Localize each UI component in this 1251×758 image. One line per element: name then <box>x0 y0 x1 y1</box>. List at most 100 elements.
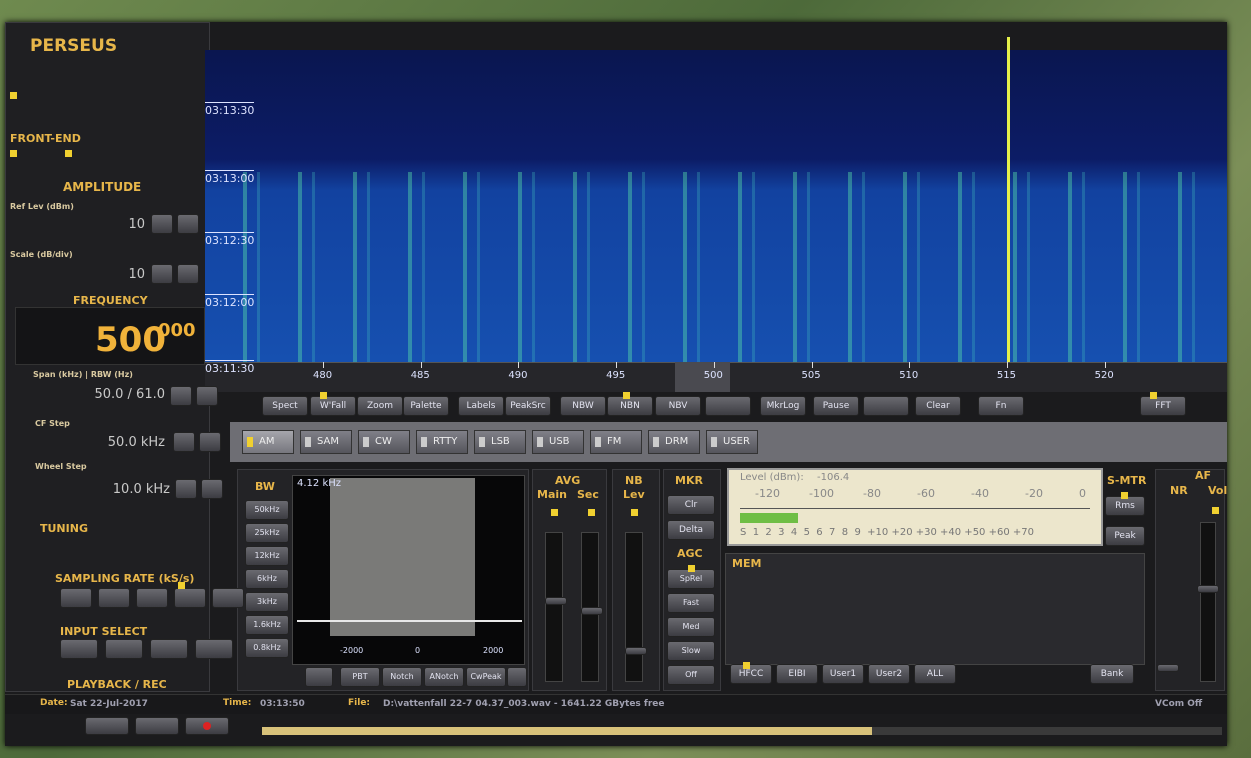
arrow-up-button[interactable] <box>199 432 221 452</box>
input-button[interactable] <box>195 639 233 659</box>
toolbar-button[interactable]: Fn <box>978 396 1024 416</box>
panel-title: MKR <box>675 474 703 487</box>
toolbar-button[interactable]: W'Fall <box>310 396 356 416</box>
waterfall-signals <box>205 172 1227 362</box>
frequency-label: 510 <box>899 370 918 381</box>
marker-button[interactable]: Clr <box>667 495 715 515</box>
filter-button[interactable]: ANotch <box>424 667 464 687</box>
toolbar-button[interactable]: Labels <box>458 396 504 416</box>
agc-button[interactable]: Off <box>667 665 715 685</box>
agc-button[interactable]: Slow <box>667 641 715 661</box>
mode-led <box>363 437 369 447</box>
time-label: 03:13:30 <box>205 102 254 117</box>
bw-button[interactable]: 50kHz <box>245 500 289 520</box>
memory-button[interactable]: EIBI <box>776 664 818 684</box>
progress-fill <box>262 727 872 735</box>
meter-label: Level (dBm): <box>740 472 804 483</box>
toolbar-button[interactable] <box>705 396 751 416</box>
toolbar-button[interactable]: Pause <box>813 396 859 416</box>
memory-button[interactable]: User2 <box>868 664 910 684</box>
input-button[interactable] <box>60 639 98 659</box>
rate-button[interactable] <box>212 588 244 608</box>
field-label: Span (kHz) | RBW (Hz) <box>33 370 133 379</box>
rate-button[interactable] <box>136 588 168 608</box>
panel-label: Lev <box>623 488 645 501</box>
arrow-up-button[interactable] <box>177 264 199 284</box>
slider-knob[interactable] <box>625 647 647 655</box>
filter-button[interactable]: PBT <box>340 667 380 687</box>
slider-knob[interactable] <box>1157 664 1179 672</box>
field-value: 10 <box>65 217 145 232</box>
agc-button[interactable]: Fast <box>667 593 715 613</box>
slider-knob[interactable] <box>545 597 567 605</box>
toolbar-button[interactable]: Clear <box>915 396 961 416</box>
arrow-down-button[interactable] <box>151 214 173 234</box>
toolbar-button[interactable]: NBW <box>560 396 606 416</box>
filter-button[interactable]: CwPeak <box>466 667 506 687</box>
transport-button[interactable] <box>135 717 179 735</box>
transport-button[interactable] <box>85 717 129 735</box>
smeter-button[interactable]: Rms <box>1105 496 1145 516</box>
level-bar <box>740 513 798 523</box>
input-button[interactable] <box>105 639 143 659</box>
nb-slider <box>625 532 643 682</box>
agc-button[interactable]: SpRel <box>667 569 715 589</box>
toolbar-button[interactable]: FFT <box>1140 396 1186 416</box>
section-title: PLAYBACK / REC <box>67 678 167 691</box>
filter-button[interactable]: Notch <box>382 667 422 687</box>
arrow-down-button[interactable] <box>170 386 192 406</box>
frequency-label: 495 <box>606 370 625 381</box>
field-label: Wheel Step <box>35 462 87 471</box>
status-label: Date: <box>40 698 68 708</box>
time-label: 03:12:00 <box>205 294 254 309</box>
toolbar-button[interactable]: MkrLog <box>760 396 806 416</box>
rate-button[interactable] <box>98 588 130 608</box>
filter-button[interactable] <box>305 667 333 687</box>
toolbar-button[interactable]: NBN <box>607 396 653 416</box>
arrow-down-button[interactable] <box>175 479 197 499</box>
toolbar-button[interactable]: Zoom <box>357 396 403 416</box>
field-label: Ref Lev (dBm) <box>10 202 74 211</box>
meter-scale-label: -80 <box>863 487 881 500</box>
toolbar-button[interactable]: Spect <box>262 396 308 416</box>
noise-trace <box>297 620 522 622</box>
bw-button[interactable]: 12kHz <box>245 546 289 566</box>
mode-led <box>247 437 253 447</box>
toolbar-button[interactable] <box>863 396 909 416</box>
toolbar-button[interactable]: PeakSrc <box>505 396 551 416</box>
filter-button[interactable] <box>507 667 527 687</box>
rate-button[interactable] <box>174 588 206 608</box>
bw-button[interactable]: 0.8kHz <box>245 638 289 658</box>
toolbar-button[interactable]: Palette <box>403 396 449 416</box>
bw-button[interactable]: 6kHz <box>245 569 289 589</box>
marker-button[interactable]: Delta <box>667 520 715 540</box>
field-value: 10 <box>65 267 145 282</box>
memory-button[interactable]: HFCC <box>730 664 772 684</box>
panel-label: NR <box>1170 484 1188 497</box>
meter-scale-label: -40 <box>971 487 989 500</box>
slider-knob[interactable] <box>1197 585 1219 593</box>
rate-button[interactable] <box>60 588 92 608</box>
status-label: File: <box>348 698 370 708</box>
agc-button[interactable]: Med <box>667 617 715 637</box>
arrow-down-button[interactable] <box>151 264 173 284</box>
arrow-down-button[interactable] <box>173 432 195 452</box>
input-button[interactable] <box>150 639 188 659</box>
memory-button[interactable]: ALL <box>914 664 956 684</box>
memory-button[interactable]: User1 <box>822 664 864 684</box>
bw-button[interactable]: 3kHz <box>245 592 289 612</box>
mem-panel <box>725 553 1145 665</box>
arrow-up-button[interactable] <box>201 479 223 499</box>
bank-button[interactable]: Bank <box>1090 664 1134 684</box>
toolbar-button[interactable]: NBV <box>655 396 701 416</box>
bw-button[interactable]: 25kHz <box>245 523 289 543</box>
mode-led <box>711 437 717 447</box>
bw-button[interactable]: 1.6kHz <box>245 615 289 635</box>
section-title: FRONT-END <box>10 132 81 145</box>
frequency-label: 500 <box>704 370 723 381</box>
smeter-button[interactable]: Peak <box>1105 526 1145 546</box>
arrow-up-button[interactable] <box>196 386 218 406</box>
arrow-up-button[interactable] <box>177 214 199 234</box>
slider-knob[interactable] <box>581 607 603 615</box>
